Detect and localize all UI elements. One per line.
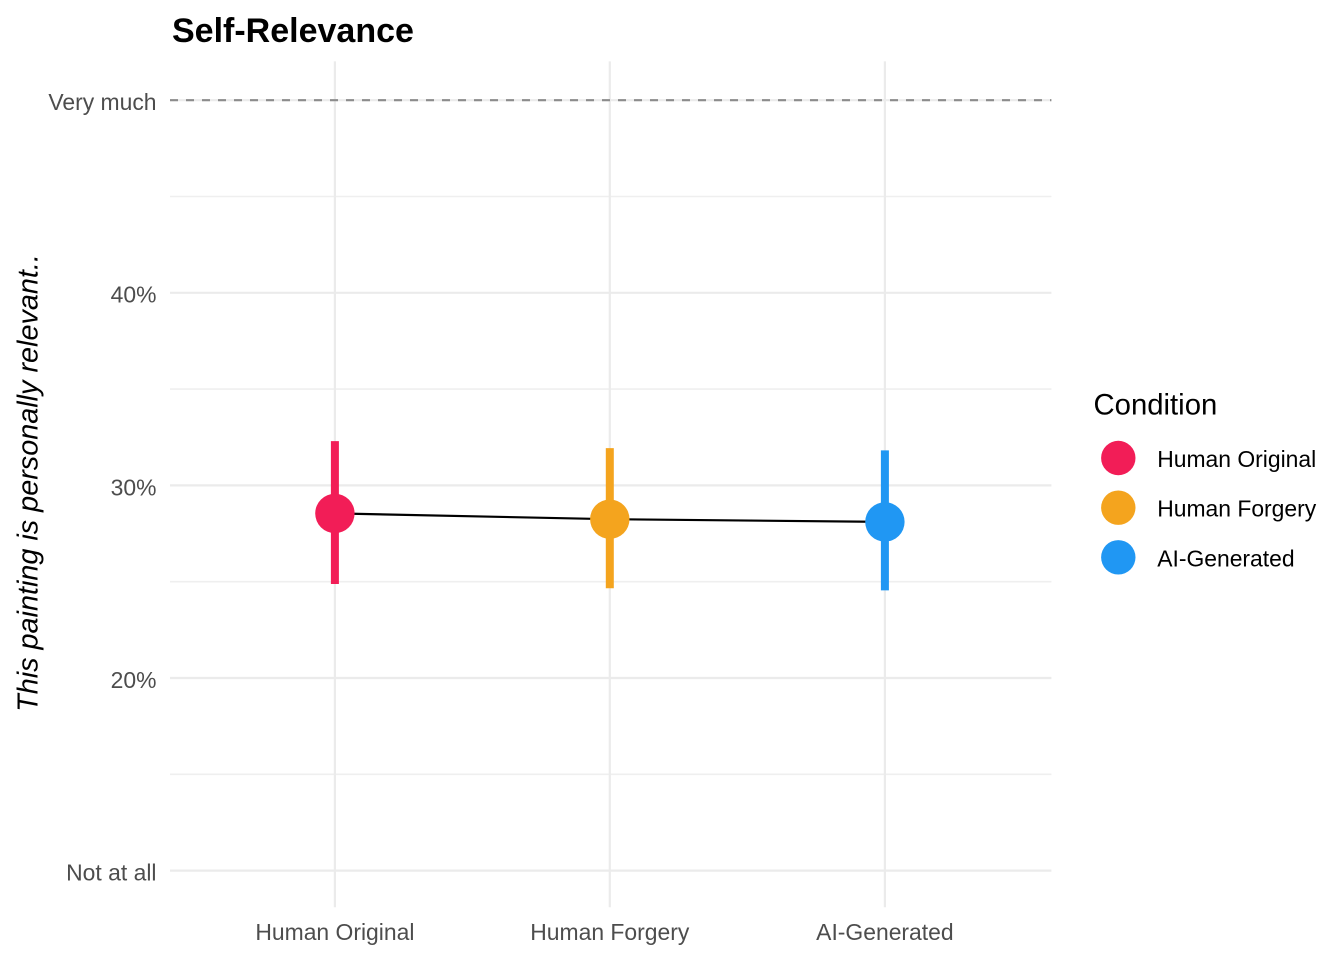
svg-text:Condition: Condition <box>1094 389 1218 422</box>
svg-text:40%: 40% <box>111 282 157 308</box>
svg-text:Human Forgery: Human Forgery <box>530 919 690 945</box>
svg-text:30%: 30% <box>111 474 157 500</box>
svg-text:Human Original: Human Original <box>255 919 414 945</box>
svg-text:Not at all: Not at all <box>66 860 156 886</box>
svg-text:Self-Relevance: Self-Relevance <box>172 12 414 50</box>
svg-text:Very much: Very much <box>48 89 156 115</box>
svg-text:Human Forgery: Human Forgery <box>1157 496 1317 522</box>
svg-text:Human Original: Human Original <box>1157 446 1316 472</box>
svg-text:20%: 20% <box>111 667 157 693</box>
svg-text:This painting is personally re: This painting is personally relevant.. <box>13 254 45 712</box>
svg-text:AI-Generated: AI-Generated <box>816 919 953 945</box>
svg-text:AI-Generated: AI-Generated <box>1157 545 1294 571</box>
